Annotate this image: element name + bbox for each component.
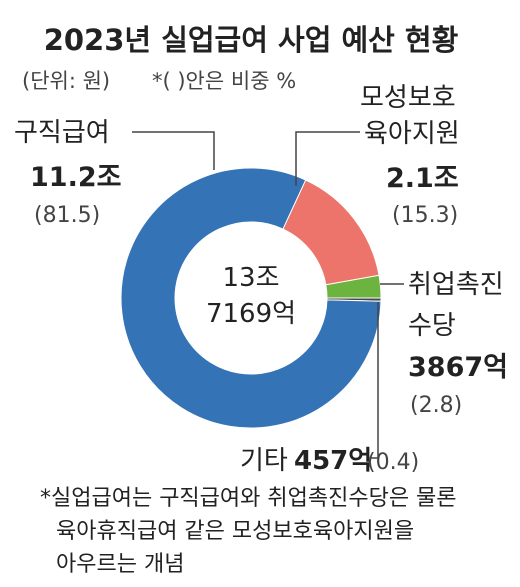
label-job-seeking-pct: (81.5) (34, 203, 100, 228)
label-reemployment-value: 3867억 (408, 352, 508, 383)
leader-line-job-seeking (132, 131, 215, 170)
percent-note: *( )안은 비중 % (152, 69, 296, 93)
center-total-line-2: 7169억 (206, 299, 296, 329)
unit-note: (단위: 원) (22, 69, 110, 93)
label-job-seeking-value: 11.2조 (30, 162, 121, 193)
label-other-pct: (0.4) (367, 450, 419, 475)
chart-title: 2023년 실업급여 사업 예산 현황 (44, 23, 459, 57)
label-reemployment-name-2: 수당 (408, 311, 456, 341)
donut-hole (175, 222, 327, 374)
label-maternity-pct: (15.3) (392, 203, 458, 228)
label-maternity-name-1: 모성보호 (360, 83, 456, 113)
label-other-value: 457억 (294, 446, 372, 476)
center-total-line-1: 13조 (222, 263, 279, 293)
footnote-line-3: 아우르는 개념 (56, 552, 184, 577)
footnote-line-1: *실업급여는 구직급여와 취업촉진수당은 물론 (40, 486, 457, 511)
label-maternity-value: 2.1조 (386, 163, 459, 194)
label-reemployment-pct: (2.8) (410, 393, 462, 418)
footnote-line-2: 육아휴직급여 같은 모성보호육아지원을 (56, 519, 414, 544)
label-maternity-name-2: 육아지원 (364, 119, 460, 149)
label-other-name: 기타 (240, 446, 288, 476)
leader-line-other (370, 302, 379, 459)
leader-line-maternity (295, 131, 360, 186)
label-job-seeking-name: 구직급여 (14, 118, 110, 148)
label-reemployment-name-1: 취업촉진 (408, 270, 504, 300)
